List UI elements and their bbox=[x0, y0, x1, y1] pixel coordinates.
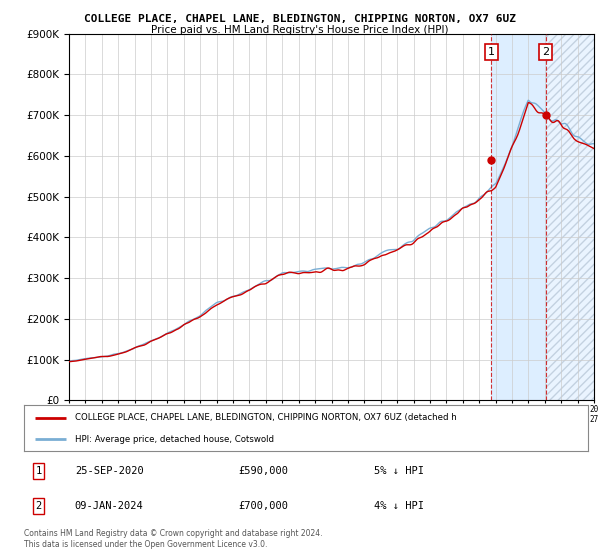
Text: COLLEGE PLACE, CHAPEL LANE, BLEDINGTON, CHIPPING NORTON, OX7 6UZ (detached h: COLLEGE PLACE, CHAPEL LANE, BLEDINGTON, … bbox=[75, 413, 457, 422]
Text: £700,000: £700,000 bbox=[238, 501, 289, 511]
Text: 09-JAN-2024: 09-JAN-2024 bbox=[75, 501, 143, 511]
Text: 2: 2 bbox=[542, 47, 549, 57]
Text: 1: 1 bbox=[35, 466, 41, 476]
Bar bbox=[545, 34, 594, 400]
Text: 2: 2 bbox=[35, 501, 41, 511]
Text: Price paid vs. HM Land Registry's House Price Index (HPI): Price paid vs. HM Land Registry's House … bbox=[151, 25, 449, 35]
Text: 5% ↓ HPI: 5% ↓ HPI bbox=[374, 466, 424, 476]
Text: COLLEGE PLACE, CHAPEL LANE, BLEDINGTON, CHIPPING NORTON, OX7 6UZ: COLLEGE PLACE, CHAPEL LANE, BLEDINGTON, … bbox=[84, 14, 516, 24]
Text: Contains HM Land Registry data © Crown copyright and database right 2024.
This d: Contains HM Land Registry data © Crown c… bbox=[24, 529, 323, 549]
Text: 25-SEP-2020: 25-SEP-2020 bbox=[75, 466, 143, 476]
Text: HPI: Average price, detached house, Cotswold: HPI: Average price, detached house, Cots… bbox=[75, 435, 274, 444]
Bar bbox=[491, 34, 545, 400]
Text: 1: 1 bbox=[488, 47, 495, 57]
Text: 4% ↓ HPI: 4% ↓ HPI bbox=[374, 501, 424, 511]
Text: £590,000: £590,000 bbox=[238, 466, 289, 476]
